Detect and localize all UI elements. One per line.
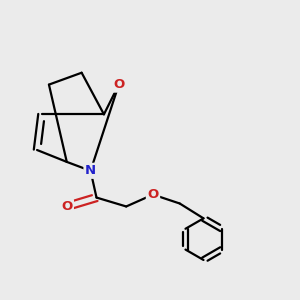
Text: O: O bbox=[61, 200, 72, 213]
Text: O: O bbox=[113, 78, 124, 91]
Text: O: O bbox=[147, 188, 159, 201]
Text: N: N bbox=[85, 164, 96, 177]
